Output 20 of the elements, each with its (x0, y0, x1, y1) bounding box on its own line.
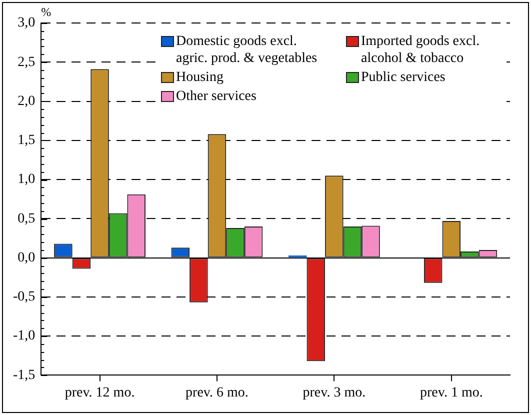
y-tick-label: -0,5 (12, 290, 36, 305)
legend-label: Other services (176, 88, 256, 105)
legend-label: Public services (361, 69, 446, 86)
y-tick-label: 0,0 (18, 250, 36, 266)
y-tick-label: 2,0 (18, 94, 36, 109)
y-tick-label: 2,5 (18, 54, 36, 70)
legend-label: Domestic goods excl. agric. prod. & vegetables (176, 33, 318, 67)
x-tick-label: prev. 12 mo. (64, 385, 135, 400)
legend-label: Housing (176, 69, 224, 86)
y-tick-label: -1,0 (12, 328, 36, 344)
x-tick-label: prev. 6 mo. (186, 385, 248, 400)
x-tick-label: prev. 1 mo. (420, 385, 483, 400)
x-tick-label: prev. 3 mo. (302, 385, 366, 400)
y-tick-label: -1,5 (12, 368, 36, 383)
y-tick-label: 0,5 (18, 211, 36, 226)
y-axis-title: % (41, 5, 52, 20)
y-tick-label: 1,5 (18, 133, 36, 148)
legend-label: Imported goods excl. alcohol & tobacco (361, 33, 481, 67)
y-tick-label: 1,0 (18, 172, 36, 188)
y-tick-label: 3,0 (18, 16, 36, 31)
